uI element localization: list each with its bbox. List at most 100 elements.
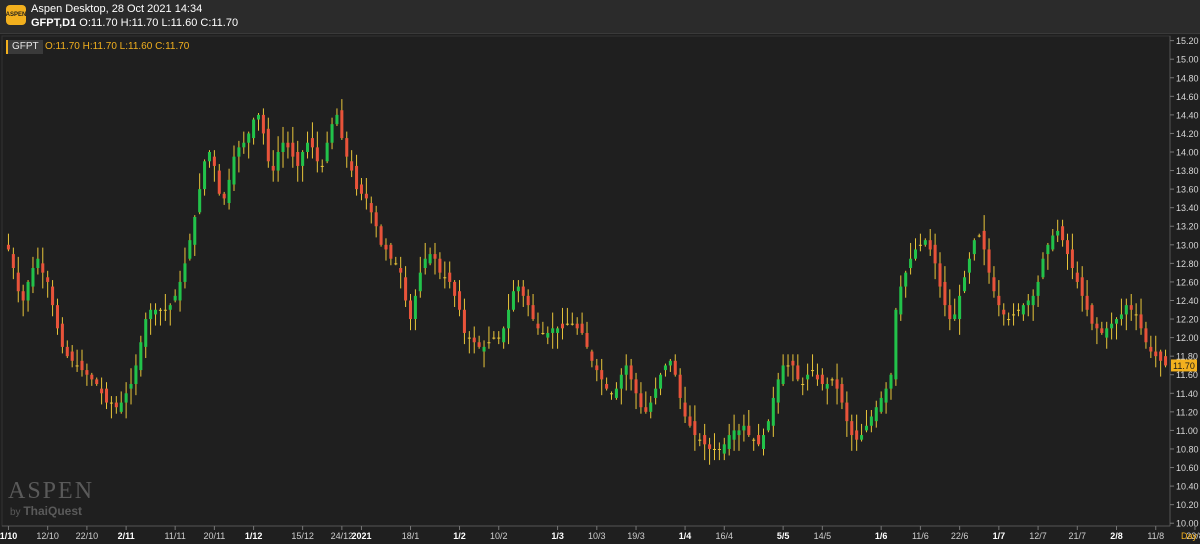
candle-body: [953, 314, 957, 320]
x-tick-label: 22/10: [76, 531, 99, 541]
candle-body: [124, 393, 128, 403]
y-tick-label: 11.00: [1176, 426, 1198, 436]
x-tick-label: 2/8: [1110, 531, 1123, 541]
candle-body: [860, 435, 864, 440]
candle-body: [526, 295, 530, 306]
x-tick-label: 1/3: [551, 531, 564, 541]
candle-body: [198, 189, 202, 213]
y-tick-label: 15.20: [1176, 36, 1199, 46]
candle-body: [448, 272, 452, 282]
x-tick-label: 10/2: [490, 531, 508, 541]
candle-body: [477, 342, 481, 347]
title-bar: ASPEN Aspen Desktop, 28 Oct 2021 14:34 G…: [0, 0, 1200, 34]
candle-body: [340, 110, 344, 139]
y-tick-label: 13.40: [1176, 203, 1199, 213]
candle-body: [595, 365, 599, 371]
candle-body: [1080, 277, 1084, 296]
candle-body: [541, 332, 545, 334]
candle-body: [600, 370, 604, 380]
candle-body: [1007, 319, 1011, 321]
candle-body: [335, 114, 339, 125]
candle-body: [575, 323, 579, 329]
x-tick-label: 11/8: [1147, 531, 1164, 541]
candle-body: [938, 263, 942, 287]
candle-body: [310, 138, 314, 148]
x-tick-label: 16/4: [716, 531, 734, 541]
candle-body: [1012, 314, 1016, 316]
candle-body: [560, 323, 565, 329]
candle-body: [355, 165, 359, 190]
candle-body: [1065, 240, 1070, 255]
candle-body: [261, 114, 265, 134]
y-tick-label: 14.20: [1176, 129, 1199, 139]
candle-body: [369, 203, 373, 213]
candle-body: [232, 156, 236, 185]
candle-body: [703, 435, 707, 445]
candle-body: [163, 309, 167, 311]
candle-body: [967, 258, 971, 273]
symbol-tag[interactable]: GFPT: [6, 40, 43, 54]
candle-body: [433, 254, 437, 259]
candle-body: [546, 332, 550, 338]
candle-body: [830, 379, 834, 381]
candle-body: [46, 277, 50, 282]
candle-body: [781, 365, 785, 385]
candle-body: [256, 114, 261, 120]
watermark-brand: by ThaiQuest: [10, 504, 94, 518]
candle-body: [31, 268, 35, 287]
candle-body: [977, 235, 981, 237]
candle-body: [472, 337, 476, 343]
candle-body: [1061, 226, 1065, 241]
candle-body: [11, 254, 15, 269]
candle-body: [134, 365, 138, 385]
candle-body: [1075, 272, 1079, 282]
plot-frame: [1, 35, 1171, 527]
symbol-summary: GFPT,D1 O:11.70 H:11.70 L:11.60 C:11.70: [31, 17, 238, 29]
candle-body: [104, 388, 109, 403]
candle-body: [619, 374, 623, 389]
candle-body: [1105, 328, 1109, 338]
y-tick-label: 10.00: [1176, 519, 1199, 529]
candle-body: [350, 161, 354, 171]
candle-body: [904, 272, 908, 287]
candle-body: [178, 281, 182, 301]
timeframe-label: Day: [1181, 531, 1198, 541]
candle-body: [639, 393, 643, 408]
candle-body: [894, 309, 898, 380]
candle-body: [683, 402, 687, 417]
candle-body: [732, 430, 736, 440]
candle-body: [75, 365, 79, 367]
candle-body: [644, 407, 648, 412]
candle-body: [129, 384, 133, 389]
candle-body: [889, 374, 893, 389]
symbol-timeframe: GFPT,D1: [31, 17, 77, 29]
candle-body: [1149, 346, 1153, 352]
candle-body: [296, 152, 300, 166]
candle-body: [158, 309, 162, 311]
y-tick-label: 12.80: [1176, 259, 1199, 269]
candle-body: [580, 323, 584, 333]
x-tick-label: 22/6: [951, 531, 969, 541]
candle-body: [1016, 309, 1020, 311]
candle-body: [1110, 323, 1114, 329]
candle-body: [605, 384, 609, 389]
candle-body: [139, 342, 143, 371]
x-tick-label: 1/10: [0, 531, 17, 541]
candle-body: [884, 388, 888, 403]
candle-body: [492, 337, 496, 339]
y-tick-label: 12.40: [1176, 296, 1199, 306]
candle-body: [913, 249, 918, 259]
x-tick-label: 12/10: [36, 531, 59, 541]
candle-body: [629, 365, 633, 380]
candle-body: [928, 240, 932, 250]
candle-body: [320, 165, 324, 167]
candle-body: [840, 384, 844, 403]
x-tick-label: 24/12: [331, 531, 354, 541]
y-tick-label: 14.80: [1176, 73, 1199, 83]
candle-body: [26, 281, 30, 301]
candle-body: [899, 286, 903, 315]
y-tick-label: 10.20: [1176, 500, 1199, 510]
y-tick-label: 12.00: [1176, 333, 1199, 343]
candle-body: [100, 388, 104, 394]
